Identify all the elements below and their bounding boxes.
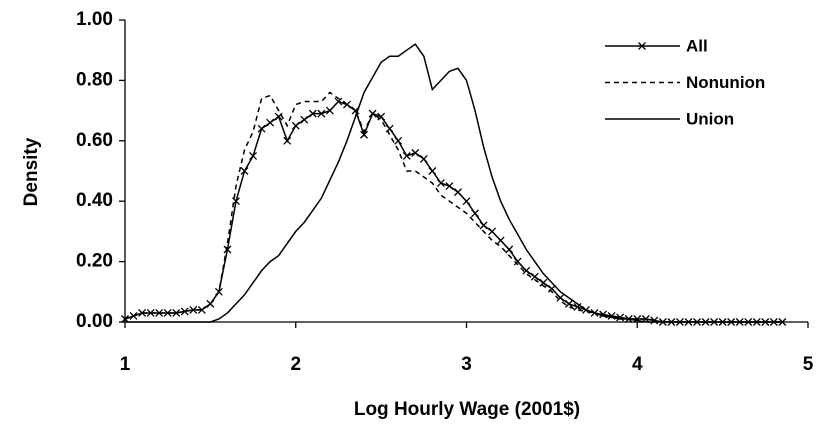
data-point — [650, 316, 659, 325]
data-point — [436, 179, 445, 188]
data-point — [402, 151, 411, 160]
y-axis-title: Density — [21, 137, 42, 206]
legend-marker — [638, 42, 646, 50]
data-point — [291, 121, 300, 130]
data-point — [428, 167, 437, 175]
data-point — [155, 308, 164, 317]
data-point — [308, 109, 317, 118]
y-tick-label: 0.60 — [76, 130, 113, 151]
data-point — [223, 245, 232, 254]
data-point — [419, 154, 428, 163]
x-tick-label: 1 — [120, 354, 131, 375]
data-point — [163, 308, 172, 317]
x-tick-label: 5 — [803, 354, 814, 375]
data-point — [513, 257, 522, 266]
data-point — [317, 109, 326, 118]
data-point — [522, 266, 531, 275]
data-point — [411, 148, 420, 157]
y-tick-label: 0.00 — [76, 311, 113, 332]
y-tick-label: 0.20 — [76, 251, 113, 272]
data-point — [334, 97, 343, 106]
series-line — [124, 91, 783, 323]
legend-label: Union — [686, 109, 734, 128]
data-point — [505, 245, 514, 254]
x-tick-label: 2 — [290, 354, 301, 375]
data-point — [445, 182, 454, 191]
x-tick-label: 4 — [632, 354, 643, 375]
data-point — [325, 106, 334, 115]
x-tick-label: 3 — [461, 354, 472, 375]
data-point — [146, 308, 155, 317]
data-point — [257, 124, 266, 133]
legend-label: Nonunion — [686, 73, 765, 92]
data-point — [496, 236, 505, 245]
y-tick-label: 1.00 — [76, 9, 113, 30]
data-point — [539, 278, 548, 287]
y-tick-label: 0.40 — [76, 190, 113, 211]
data-point — [283, 136, 292, 145]
y-tick-label: 0.80 — [76, 69, 113, 90]
data-point — [249, 151, 258, 160]
data-point — [377, 112, 386, 121]
data-point — [274, 112, 283, 121]
data-point — [573, 302, 582, 311]
series-line — [124, 100, 783, 323]
series-line — [125, 43, 783, 323]
data-point — [180, 307, 189, 316]
data-point — [462, 197, 471, 206]
data-point — [266, 118, 275, 127]
data-point — [454, 188, 462, 197]
data-point — [556, 293, 565, 302]
data-point — [172, 308, 181, 317]
data-point — [471, 209, 479, 218]
data-point — [240, 167, 249, 175]
data-point — [189, 305, 198, 314]
data-point — [530, 272, 539, 281]
data-point — [479, 221, 488, 230]
data-point — [547, 284, 556, 293]
x-axis-title: Log Hourly Wage (2001$) — [354, 399, 580, 420]
data-point — [616, 313, 625, 322]
data-point — [360, 130, 369, 139]
data-point — [394, 136, 403, 145]
legend-label: All — [686, 36, 708, 55]
data-point — [300, 115, 309, 124]
data-point — [488, 227, 497, 236]
data-point — [564, 299, 573, 308]
